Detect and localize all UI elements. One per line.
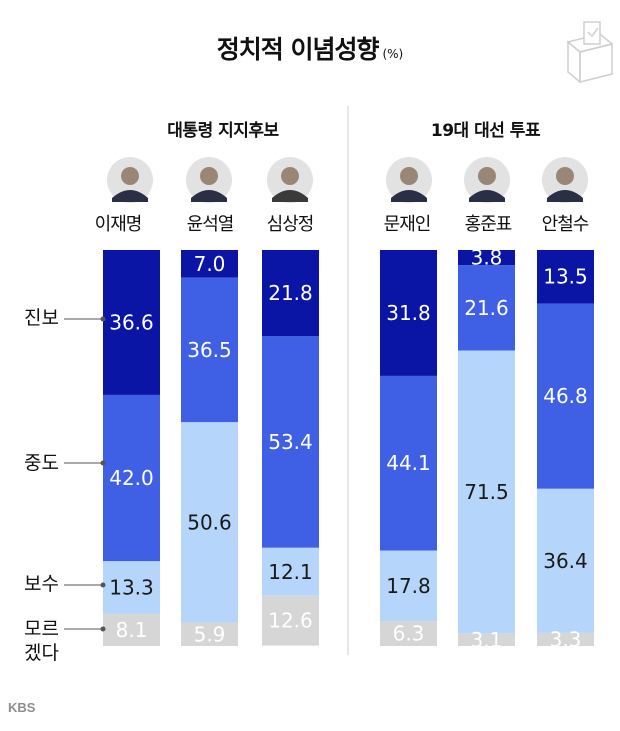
bar-value-label-moderate-1: 42.0 <box>109 466 154 490</box>
candidate-name-moon: 문재인 <box>383 214 432 235</box>
bar-segment-conservative-2 <box>181 422 238 623</box>
bar-value-label-dont-know-2: 5.9 <box>194 622 226 646</box>
candidate-avatar-ahn <box>542 157 588 203</box>
row-connectors <box>64 316 106 632</box>
bar-segment-progressive-2 <box>181 250 238 278</box>
bar-value-label-conservative-3: 12.1 <box>268 560 313 584</box>
bar-value-label-progressive-1: 36.6 <box>109 310 154 334</box>
candidate-avatar-yoon <box>186 157 232 203</box>
bar-segment-conservative-4 <box>380 550 437 622</box>
bar-value-label-conservative-5: 71.5 <box>464 480 509 504</box>
chart-unit: (%) <box>382 47 404 61</box>
bar-segment-progressive-3 <box>262 250 319 337</box>
kbs-logo: KBS <box>8 700 36 715</box>
bar-segment-dont-know-1 <box>103 613 160 646</box>
bar-segment-dont-know-5 <box>458 633 515 646</box>
bar-segment-moderate-3 <box>262 336 319 548</box>
bar-segment-conservative-3 <box>262 547 319 596</box>
group-title-19th-election: 19대 대선 투표 <box>430 121 541 141</box>
bar-segment-dont-know-3 <box>262 595 319 646</box>
row-connector-dot-2 <box>100 460 106 466</box>
bar-value-label-dont-know-4: 6.3 <box>393 622 425 646</box>
row-label-conservative: 보수 <box>24 573 59 595</box>
bar-value-label-conservative-6: 36.4 <box>543 549 588 573</box>
bar-segment-progressive-5 <box>458 250 515 266</box>
bar-segment-dont-know-2 <box>181 622 238 646</box>
row-connector-dot-1 <box>100 316 106 322</box>
chart-title: 정치적 이념성향 <box>216 35 380 64</box>
row-label-moderate: 중도 <box>24 452 59 474</box>
bar-value-label-moderate-3: 53.4 <box>268 430 313 454</box>
row-label-dont-know: 모르 겠다 <box>24 618 59 664</box>
candidate-name-lee: 이재명 <box>94 214 143 235</box>
bar-segment-moderate-6 <box>537 303 594 489</box>
bar-value-label-dont-know-5: 3.1 <box>471 628 503 652</box>
bar-value-label-conservative-4: 17.8 <box>386 574 431 598</box>
bar-segment-conservative-1 <box>103 561 160 614</box>
bar-value-label-dont-know-1: 8.1 <box>116 618 148 642</box>
bar-segment-progressive-6 <box>537 250 594 304</box>
bar-value-label-moderate-2: 36.5 <box>187 338 232 362</box>
bar-value-label-conservative-1: 13.3 <box>109 576 154 600</box>
candidate-avatar-moon <box>386 157 432 203</box>
bars-layer: 36.6 42.0 13.3 8.1 7.0 36.5 50.6 5.9 21.8 53.4 12.… <box>103 246 594 652</box>
chart-title-block: 정치적 이념성향 (%) <box>0 30 620 66</box>
bar-value-label-conservative-2: 50.6 <box>187 510 232 534</box>
bar-segment-conservative-6 <box>537 488 594 633</box>
row-label-progressive: 진보 <box>24 307 59 329</box>
row-connector-dot-3 <box>100 582 106 588</box>
ballot-box-icon <box>566 21 614 84</box>
group-title-current: 대통령 지지후보 <box>167 121 279 141</box>
candidate-avatar-lee <box>107 157 153 203</box>
bar-segment-dont-know-4 <box>380 621 437 646</box>
candidate-name-hong: 홍준표 <box>464 214 513 235</box>
candidate-name-ahn: 안철수 <box>541 214 590 235</box>
bar-value-label-dont-know-3: 12.6 <box>268 609 313 633</box>
candidate-name-sim: 심상정 <box>266 214 315 235</box>
bar-value-label-moderate-5: 21.6 <box>464 296 509 320</box>
bar-segment-progressive-4 <box>380 250 437 376</box>
bar-value-label-moderate-6: 46.8 <box>543 384 588 408</box>
bar-value-label-progressive-4: 31.8 <box>386 301 431 325</box>
bar-segment-moderate-5 <box>458 265 515 351</box>
bar-segment-conservative-5 <box>458 350 515 634</box>
bar-segment-moderate-1 <box>103 394 160 562</box>
bar-segment-dont-know-6 <box>537 632 594 646</box>
bar-segment-moderate-4 <box>380 375 437 551</box>
bar-segment-moderate-2 <box>181 277 238 423</box>
bar-value-label-progressive-3: 21.8 <box>268 281 313 305</box>
row-connector-dot-4 <box>100 626 106 632</box>
candidate-name-yoon: 윤석열 <box>186 214 235 235</box>
bar-value-label-moderate-4: 44.1 <box>386 451 431 475</box>
candidate-avatar-sim <box>267 157 313 203</box>
bar-segment-progressive-1 <box>103 250 160 395</box>
bar-value-label-progressive-2: 7.0 <box>194 252 226 276</box>
bar-value-label-dont-know-6: 3.3 <box>550 627 582 651</box>
candidate-avatar-hong <box>464 157 510 203</box>
bar-value-label-progressive-6: 13.5 <box>543 265 588 289</box>
